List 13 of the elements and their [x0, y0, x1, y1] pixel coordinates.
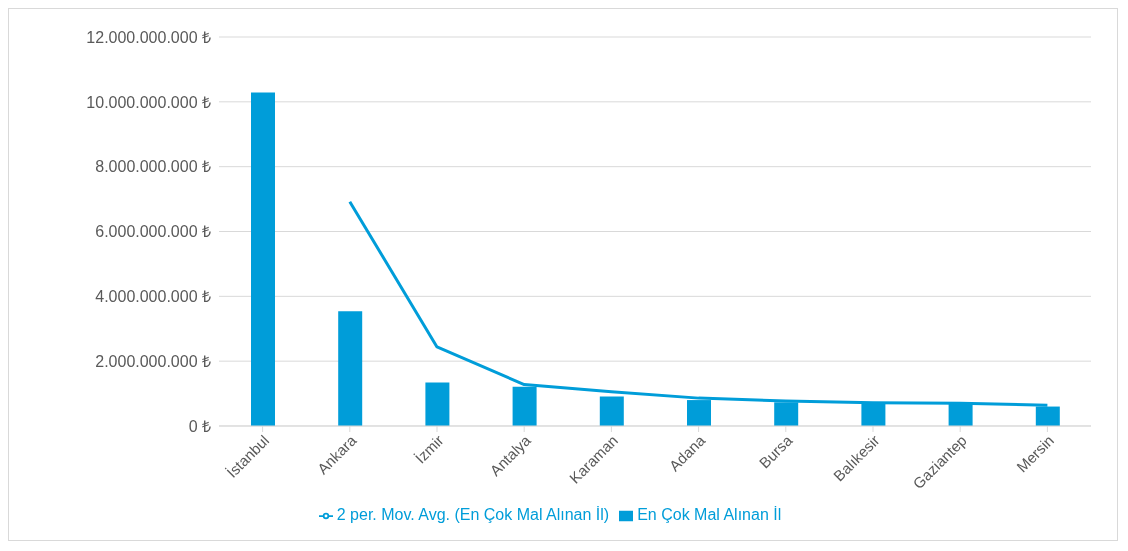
legend-label: 2 per. Mov. Avg. (En Çok Mal Alınan İl) — [336, 506, 610, 523]
y-tick-label: 2.000.000.000 ₺ — [95, 352, 211, 370]
y-tick-label: 8.000.000.000 ₺ — [95, 158, 211, 176]
y-tick-label: 10.000.000.000 ₺ — [86, 93, 211, 111]
y-tick-label: 12.000.000.000 ₺ — [86, 28, 211, 46]
y-tick-label: 4.000.000.000 ₺ — [95, 288, 211, 306]
bar — [425, 382, 450, 426]
bar — [599, 396, 624, 426]
y-tick-label: 0 ₺ — [188, 417, 211, 435]
bar — [251, 92, 275, 426]
y-tick-label: 6.000.000.000 ₺ — [95, 223, 211, 241]
bar — [338, 311, 363, 426]
legend-label: En Çok Mal Alınan İl — [637, 506, 782, 523]
